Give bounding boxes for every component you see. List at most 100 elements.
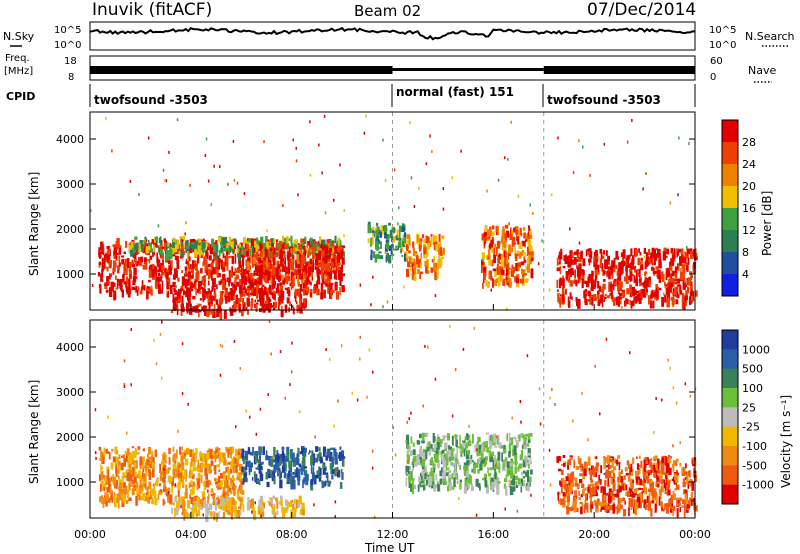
velocity-cell	[554, 403, 556, 406]
velocity-cell	[523, 480, 526, 486]
power-cell	[232, 271, 236, 276]
power-cell	[491, 231, 495, 236]
power-cell	[307, 269, 310, 277]
power-cell	[248, 269, 251, 273]
velocity-cell	[251, 498, 254, 507]
velocity-cell	[132, 482, 136, 486]
power-cell	[220, 240, 223, 244]
power-cell	[169, 249, 173, 259]
power-cell	[435, 269, 439, 279]
power-cell	[692, 291, 695, 299]
velocity-cell	[306, 473, 309, 481]
power-cell	[222, 244, 226, 249]
velocity-cell	[617, 498, 620, 502]
velocity-cell	[450, 461, 453, 466]
velocity-cell	[609, 505, 613, 511]
velocity-cell	[646, 495, 650, 503]
power-cell	[98, 261, 101, 265]
velocity-cell	[195, 448, 198, 455]
velocity-cell	[275, 461, 278, 468]
noise-search-label: N.Search	[745, 30, 795, 43]
power-cell	[518, 241, 521, 249]
velocity-cell	[269, 469, 272, 477]
velocity-cell	[279, 479, 283, 489]
velocity-cell	[327, 448, 331, 457]
power-cell	[262, 251, 266, 258]
velocity-cell	[594, 492, 598, 497]
velocity-cell	[538, 387, 541, 391]
power-cell	[497, 225, 499, 235]
velocity-cell	[141, 471, 144, 478]
power-cell	[629, 275, 633, 282]
power-cell	[274, 268, 279, 272]
power-cell	[197, 303, 200, 308]
velocity-cell	[690, 498, 693, 506]
velocity-cell	[216, 512, 218, 521]
power-cell	[325, 246, 329, 255]
velocity-cell	[231, 498, 235, 505]
power-cell	[526, 246, 531, 256]
velocity-cell	[589, 469, 593, 480]
power-cell	[612, 264, 616, 273]
velocity-cell	[435, 473, 438, 481]
power-cell	[668, 283, 672, 292]
velocity-cell	[180, 505, 182, 509]
velocity-cell	[475, 463, 479, 468]
velocity-cell	[127, 468, 131, 473]
power-cell	[330, 289, 333, 298]
power-cell	[604, 293, 607, 297]
power-cell	[198, 284, 201, 289]
power-cell	[279, 282, 283, 286]
velocity-cell	[280, 472, 282, 479]
power-cell	[613, 280, 615, 284]
velocity-cell	[419, 450, 424, 457]
velocity-cell	[151, 450, 154, 456]
velocity-cell	[607, 485, 611, 488]
noise-panel: N.Sky 10^5 10^0 10^5 10^0 N.Search	[3, 21, 795, 51]
power-cell	[232, 287, 235, 290]
velocity-cell	[313, 503, 315, 507]
velocity-cell	[632, 457, 635, 465]
velocity-cell	[155, 362, 158, 366]
velocity-cell	[322, 466, 325, 475]
velocity-cell	[141, 461, 144, 469]
velocity-cell	[225, 446, 227, 452]
power-cell	[429, 134, 431, 138]
power-cell	[514, 276, 517, 283]
power-cell	[246, 261, 250, 271]
power-cell	[264, 249, 268, 259]
velocity-cell	[270, 504, 273, 508]
velocity-y-label: Slant Range [km]	[27, 380, 41, 484]
power-cell	[337, 237, 340, 246]
velocity-cell	[394, 453, 397, 457]
power-cell	[687, 248, 691, 255]
velocity-cell	[520, 484, 523, 493]
power-cell	[253, 270, 256, 277]
velocity-cell	[567, 459, 571, 465]
velocity-cell	[134, 449, 138, 456]
power-cell	[629, 284, 632, 294]
power-cell	[294, 268, 297, 276]
power-cell	[272, 305, 276, 308]
power-cell	[610, 264, 614, 275]
power-cell	[630, 300, 633, 309]
velocity-cell	[510, 480, 514, 485]
velocity-cell	[687, 480, 690, 489]
velocity-cell	[503, 459, 505, 469]
power-cell	[259, 296, 263, 306]
velocity-cell	[574, 477, 578, 485]
velocity-cell	[617, 498, 621, 508]
power-cell	[612, 283, 615, 291]
power-cell	[673, 280, 676, 285]
velocity-cell	[303, 510, 305, 516]
power-cell	[380, 241, 382, 249]
velocity-cell	[515, 461, 518, 465]
power-cell	[594, 281, 597, 288]
power-cell	[98, 247, 101, 255]
velocity-cell	[679, 462, 682, 467]
power-cell	[620, 267, 623, 273]
velocity-cell	[104, 477, 107, 482]
power-cell	[481, 258, 484, 262]
power-cell	[148, 279, 151, 283]
power-cell	[166, 285, 170, 290]
